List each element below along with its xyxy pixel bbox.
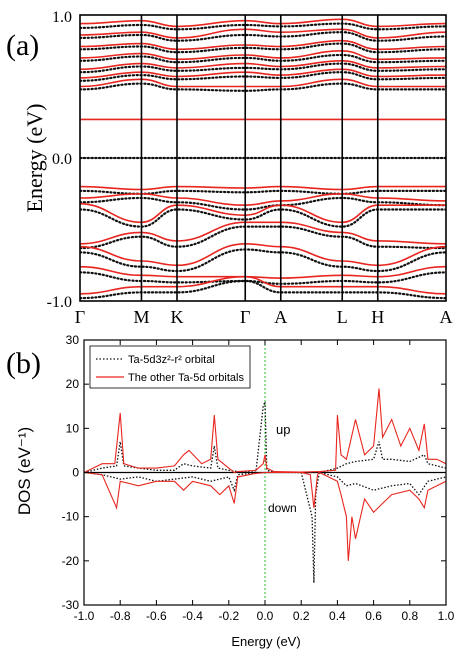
k-point-label-5: L bbox=[337, 307, 348, 327]
legend-label-dz2: Ta-5d3z²-r² orbital bbox=[128, 354, 215, 366]
band-dotted-13 bbox=[80, 271, 446, 285]
band-dotted-11 bbox=[80, 225, 446, 250]
k-point-label-0: Γ bbox=[75, 307, 85, 327]
annotation-up: up bbox=[276, 422, 290, 437]
band-dotted-6 bbox=[80, 31, 446, 42]
annotation-down: down bbox=[268, 501, 297, 515]
y-tick-label-0: 30 bbox=[66, 333, 80, 347]
band-dotted-10 bbox=[80, 208, 446, 228]
x-tick-label-10: 1.0 bbox=[438, 609, 455, 623]
band-dotted-14 bbox=[80, 279, 446, 300]
y-tick-label-5: -20 bbox=[62, 554, 80, 568]
panel-label-b: (b) bbox=[6, 347, 41, 380]
y-tick-label-a-mid: 0.0 bbox=[52, 151, 72, 168]
band-solid-9 bbox=[80, 192, 446, 207]
k-point-label-1: M bbox=[133, 307, 149, 327]
legend-label-other: The other Ta-5d orbitals bbox=[128, 372, 244, 384]
dos-series-0-up bbox=[83, 401, 447, 474]
y-tick-label-a-bottom: -1.0 bbox=[47, 294, 72, 311]
x-tick-label-2: -0.6 bbox=[146, 609, 167, 623]
band-solid-11 bbox=[80, 221, 446, 245]
x-tick-label-8: 0.6 bbox=[365, 609, 382, 623]
band-solid-10 bbox=[80, 203, 446, 224]
x-tick-label-7: 0.4 bbox=[329, 609, 346, 623]
k-point-label-6: H bbox=[371, 307, 384, 327]
band-dotted-5 bbox=[80, 42, 446, 54]
band-solid-4 bbox=[80, 49, 446, 61]
x-tick-label-1: -0.8 bbox=[110, 609, 131, 623]
x-tick-label-4: -0.2 bbox=[218, 609, 239, 623]
panel-a: (a) Energy (eV) 1.0 0.0 -1.0 Γ M K Γ A L H A bbox=[6, 9, 453, 327]
y-axis-label-a: Energy (eV) bbox=[22, 104, 47, 213]
dos-series-1-up bbox=[83, 388, 447, 474]
dos-series-0-down bbox=[83, 471, 447, 583]
band-structure-plot bbox=[80, 18, 446, 300]
panel-label-a: (a) bbox=[6, 29, 39, 62]
legend: Ta-5d3z²-r² orbital The other Ta-5d orbi… bbox=[89, 345, 251, 389]
y-axis-label-b: DOS (eV⁻¹) bbox=[15, 427, 34, 515]
x-tick-label-3: -0.4 bbox=[182, 609, 203, 623]
y-tick-label-4: -10 bbox=[62, 510, 80, 524]
legend-box bbox=[89, 345, 251, 389]
k-point-label-3: Γ bbox=[240, 307, 250, 327]
band-solid-8 bbox=[80, 185, 446, 191]
band-solid-14 bbox=[80, 275, 446, 295]
y-tick-label-2: 10 bbox=[66, 421, 80, 435]
band-solid-1 bbox=[80, 78, 446, 88]
dos-axes-ticks: -1.0 -0.8 -0.6 -0.4 -0.2 0.0 0.2 0.4 0.6 0.8 1.0 30… bbox=[62, 333, 455, 623]
band-dotted-9 bbox=[80, 196, 446, 211]
x-tick-label-9: 0.8 bbox=[401, 609, 418, 623]
x-axis-label-b: Energy (eV) bbox=[231, 634, 300, 649]
x-tick-label-0: -1.0 bbox=[74, 609, 95, 623]
band-dotted-7 bbox=[80, 22, 446, 31]
y-tick-label-1: 20 bbox=[66, 377, 80, 391]
k-point-label-4: A bbox=[274, 307, 287, 327]
k-point-label-7: A bbox=[440, 307, 453, 327]
panel-b: (b) DOS (eV⁻¹) Energy (eV) -1.0 -0.8 -0.6-… bbox=[6, 333, 455, 649]
dos-series-1-down bbox=[83, 471, 447, 561]
k-point-label-2: K bbox=[170, 307, 183, 327]
dos-plot bbox=[83, 340, 447, 605]
x-tick-label-6: 0.2 bbox=[293, 609, 310, 623]
y-tick-label-6: -30 bbox=[62, 598, 80, 612]
band-solid-13 bbox=[80, 265, 446, 279]
y-tick-label-3: 0 bbox=[72, 466, 79, 480]
x-tick-label-5: 0.0 bbox=[257, 609, 274, 623]
y-tick-label-a-top: 1.0 bbox=[52, 9, 72, 26]
